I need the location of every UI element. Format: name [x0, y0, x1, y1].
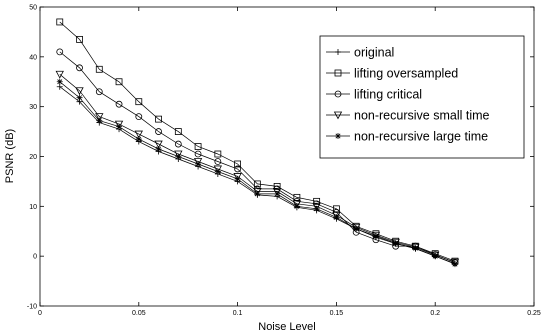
- data-point: [293, 193, 301, 201]
- data-point: [95, 88, 103, 96]
- legend-entry: lifting oversampled: [326, 67, 458, 81]
- data-point: [115, 78, 123, 86]
- data-point: [55, 70, 64, 79]
- data-point: [253, 180, 261, 188]
- x-tick-label: 0.05: [132, 310, 146, 317]
- y-tick-label: 20: [29, 154, 37, 161]
- y-tick-label: 40: [29, 54, 37, 61]
- data-point: [76, 64, 83, 72]
- data-point: [214, 168, 221, 175]
- y-tick-label: 10: [29, 204, 37, 211]
- legend-marker: [335, 133, 341, 139]
- legend-entry: original: [326, 46, 394, 60]
- y-tick-label: 30: [29, 104, 37, 111]
- data-point: [392, 240, 399, 247]
- data-point: [234, 160, 242, 168]
- data-point: [76, 94, 83, 101]
- series-layer: [55, 18, 460, 268]
- data-point: [174, 128, 182, 135]
- x-tick-label: 0.1: [233, 310, 243, 317]
- data-point: [293, 203, 300, 210]
- data-point: [135, 113, 143, 121]
- data-point: [214, 158, 222, 165]
- data-point: [333, 214, 340, 221]
- x-tick-label: 0.2: [430, 310, 440, 317]
- data-point: [56, 48, 64, 56]
- legend-marker: [333, 111, 343, 120]
- data-point: [432, 253, 439, 260]
- data-point: [353, 225, 360, 232]
- data-point: [195, 160, 202, 167]
- data-point: [194, 143, 202, 150]
- data-point: [412, 245, 419, 252]
- legend-label: non-recursive small time: [354, 109, 490, 123]
- legend-label: lifting critical: [354, 88, 422, 102]
- data-point: [254, 190, 261, 197]
- data-point: [155, 128, 162, 135]
- legend: original lifting oversampled lifting criti…: [319, 35, 525, 159]
- data-point: [56, 78, 63, 85]
- legend-entry: lifting critical: [326, 88, 422, 102]
- data-point: [313, 205, 320, 212]
- data-point: [214, 150, 222, 158]
- data-point: [273, 182, 281, 190]
- data-point: [76, 35, 83, 43]
- data-point: [155, 146, 162, 153]
- data-point: [174, 140, 182, 148]
- series-line: [59, 51, 456, 263]
- data-point: [96, 117, 103, 124]
- data-point: [154, 140, 163, 149]
- legend-label: original: [354, 46, 394, 60]
- y-tick-label: 0: [33, 254, 37, 261]
- data-point: [116, 123, 123, 130]
- data-point: [313, 197, 321, 205]
- legend-entry: non-recursive large time: [326, 130, 488, 144]
- data-point: [115, 100, 123, 108]
- data-point: [234, 165, 242, 173]
- y-tick-label: -10: [27, 304, 37, 311]
- y-axis-label: PSNR (dB): [4, 129, 16, 183]
- data-point: [274, 190, 281, 197]
- data-point: [234, 175, 241, 182]
- data-point: [95, 65, 103, 73]
- data-point: [95, 113, 104, 121]
- data-point: [332, 205, 340, 213]
- x-tick-label: 0.25: [527, 310, 541, 317]
- legend-entry: non-recursive small time: [326, 109, 490, 123]
- data-point: [135, 98, 143, 106]
- series-non-recursive-large-time: [56, 78, 458, 268]
- data-point: [451, 261, 458, 268]
- legend-marker: [335, 49, 341, 55]
- series-line: [59, 21, 456, 262]
- data-point: [134, 130, 143, 139]
- legend-marker: [334, 90, 342, 98]
- x-axis-label: Noise Level: [258, 321, 315, 333]
- x-tick-label: 0.15: [330, 310, 344, 317]
- x-tick-label: 0: [38, 310, 42, 317]
- data-point: [135, 136, 142, 143]
- data-point: [372, 233, 379, 240]
- y-tick-label: 50: [29, 5, 37, 12]
- legend-marker: [334, 69, 342, 77]
- data-point: [56, 18, 64, 26]
- legend-box: [319, 35, 525, 159]
- legend-label: non-recursive large time: [354, 130, 488, 144]
- legend-label: lifting oversampled: [354, 67, 458, 81]
- data-point: [155, 115, 162, 123]
- data-point: [175, 153, 182, 160]
- data-point: [194, 150, 202, 158]
- data-point: [75, 87, 84, 96]
